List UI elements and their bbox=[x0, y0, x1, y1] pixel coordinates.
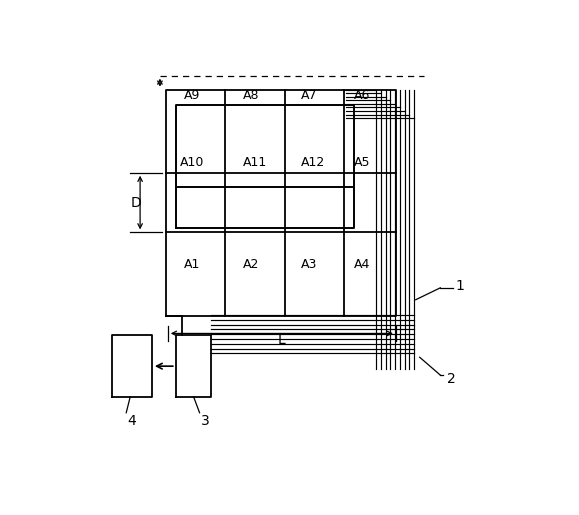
Text: D: D bbox=[131, 196, 141, 210]
Text: A1: A1 bbox=[184, 258, 200, 270]
Text: A5: A5 bbox=[354, 157, 371, 169]
Text: A7: A7 bbox=[301, 89, 317, 102]
Text: A11: A11 bbox=[243, 157, 267, 169]
Text: A6: A6 bbox=[354, 89, 371, 102]
Text: A8: A8 bbox=[243, 89, 260, 102]
Text: A9: A9 bbox=[184, 89, 200, 102]
Text: L: L bbox=[278, 333, 285, 347]
Text: 4: 4 bbox=[128, 414, 137, 427]
Text: A12: A12 bbox=[301, 157, 325, 169]
Text: 3: 3 bbox=[201, 414, 210, 427]
Text: A4: A4 bbox=[354, 258, 371, 270]
Text: A10: A10 bbox=[179, 157, 204, 169]
Text: A3: A3 bbox=[301, 258, 317, 270]
Text: 1: 1 bbox=[455, 279, 464, 293]
Text: 2: 2 bbox=[448, 372, 456, 386]
Text: A2: A2 bbox=[243, 258, 259, 270]
